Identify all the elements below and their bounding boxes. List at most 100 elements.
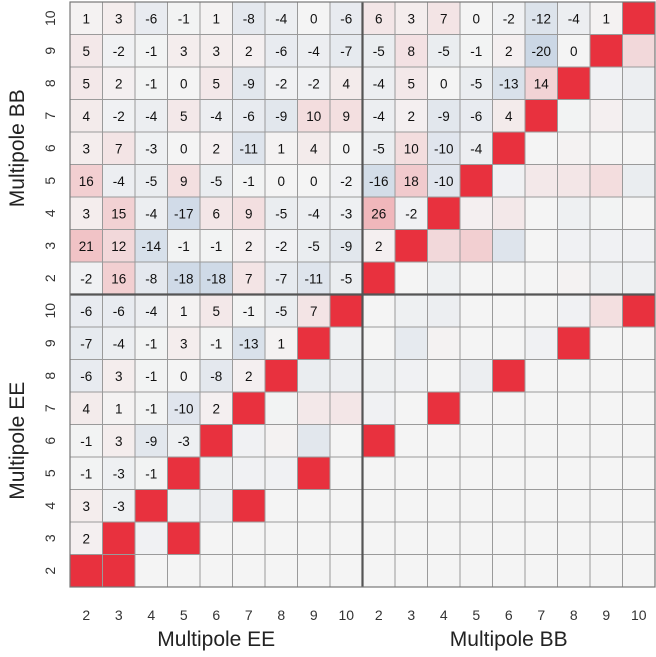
cell-value: 3 [115,369,123,384]
x-tick-label: 5 [180,607,188,623]
heatmap-cell [232,99,266,133]
heatmap-cell [557,99,591,133]
heatmap-cell [622,456,656,490]
heatmap-cell [394,456,428,490]
heatmap-cell [167,229,201,263]
cell-value: -5 [373,141,385,156]
heatmap-cell [297,456,331,490]
heatmap-cell [134,131,168,165]
cell-value: -1 [243,304,255,319]
heatmap-cell [167,196,201,230]
heatmap-cell [394,424,428,458]
cell-value: 0 [180,369,188,384]
heatmap-cell [297,164,331,198]
heatmap-cell [102,66,136,100]
heatmap-cell [134,66,168,100]
heatmap-cell [427,1,461,35]
heatmap-cell [622,521,656,555]
cell-value: -7 [340,44,352,59]
x-tick-label: 2 [375,607,383,623]
heatmap-cell [492,326,526,360]
cell-value: -4 [373,109,385,124]
heatmap-cell [427,229,461,263]
cell-value: -1 [178,239,190,254]
heatmap-cell [459,196,493,230]
heatmap-cell [492,261,526,295]
heatmap-cell [134,164,168,198]
cell-value: 6 [212,206,220,221]
heatmap-cell [459,391,493,425]
cell-value: -2 [275,76,287,91]
cell-value: 3 [212,44,220,59]
heatmap-cell [264,1,298,35]
heatmap-cell [492,521,526,555]
x-tick-label: 8 [570,607,578,623]
heatmap-cell [394,554,428,588]
y-tick-label: 10 [42,10,58,26]
cell-value: -14 [141,239,161,254]
heatmap-cell [394,326,428,360]
x-axis-label-bb: Multipole BB [450,628,568,651]
heatmap-cell [232,34,266,68]
diagonal-cell [102,521,136,555]
heatmap-cell [492,424,526,458]
cell-value: 1 [82,11,90,26]
heatmap-cell [199,359,233,393]
cell-value: -7 [80,336,92,351]
y-tick-label: 2 [42,274,58,282]
heatmap-cell [622,66,656,100]
cell-value: -6 [113,304,125,319]
cell-value: 0 [570,44,578,59]
heatmap-cell [459,521,493,555]
cell-value: 15 [111,206,126,221]
cell-value: 0 [277,174,285,189]
heatmap-cell [557,261,591,295]
y-tick-label: 2 [42,567,58,575]
heatmap-cell [134,1,168,35]
heatmap-cell [492,489,526,523]
cell-value: 3 [115,11,123,26]
heatmap-cell [264,326,298,360]
heatmap-cell [622,99,656,133]
cell-value: 2 [115,76,123,91]
cell-value: -10 [434,141,454,156]
y-tick-label: 6 [42,437,58,445]
cell-value: 9 [180,174,188,189]
cell-value: 16 [79,174,94,189]
heatmap-cell [459,554,493,588]
cell-value: -4 [113,174,125,189]
heatmap-cell [427,521,461,555]
heatmap-cell [167,326,201,360]
cell-value: -4 [373,76,385,91]
heatmap-cell [622,294,656,328]
heatmap-cell [557,424,591,458]
heatmap-cell [394,391,428,425]
cell-value: 1 [212,11,220,26]
cell-value: -17 [174,206,194,221]
heatmap-cell [394,1,428,35]
heatmap-cell [329,521,363,555]
heatmap-cell [232,66,266,100]
cell-value: 3 [180,44,188,59]
heatmap-cell [264,554,298,588]
x-tick-label: 4 [440,607,448,623]
cell-value: -4 [113,336,125,351]
cell-value: -3 [340,206,352,221]
heatmap-cell [362,391,396,425]
heatmap-cell [427,489,461,523]
y-tick-label: 6 [42,144,58,152]
heatmap-cell [329,489,363,523]
heatmap-cell [622,131,656,165]
heatmap-frame [69,1,656,588]
heatmap-cell [102,229,136,263]
heatmap-cell [362,66,396,100]
x-tick-label: 10 [631,607,647,623]
cell-value: -10 [174,401,194,416]
cell-value: 2 [212,401,220,416]
heatmap-cell [557,229,591,263]
heatmap-cell [199,521,233,555]
cell-value: 1 [180,304,188,319]
cell-value: -12 [531,11,551,26]
heatmap-cell [622,359,656,393]
cell-value: -4 [308,44,320,59]
